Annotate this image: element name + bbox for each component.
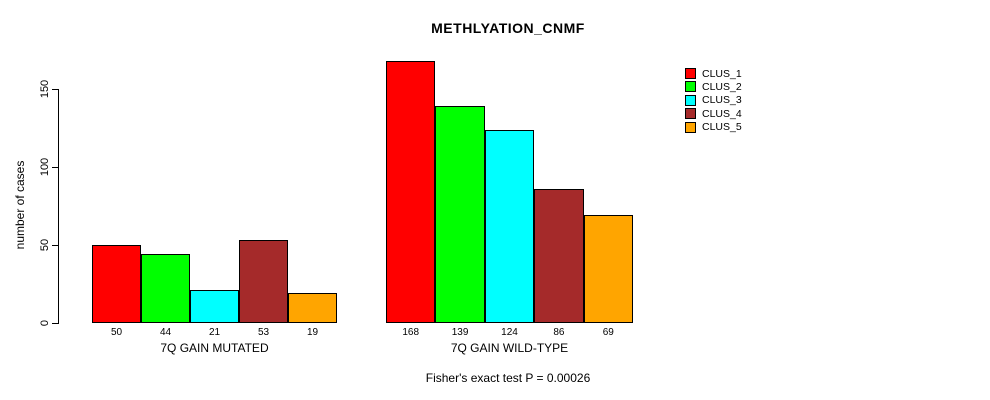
legend-swatch-clus_4 <box>685 108 696 120</box>
bar-clus_4-group2 <box>534 188 584 323</box>
bar-value-clus_3-group2: 124 <box>501 327 518 338</box>
bar-value-clus_1-group1: 50 <box>110 327 123 338</box>
bar-clus_2-group2 <box>435 106 485 323</box>
y-tick-label-50: 50 <box>39 238 51 252</box>
bar-clus_5-group1 <box>288 293 337 323</box>
legend-label-clus_1: CLUS_1 <box>702 67 742 80</box>
legend-label-clus_2: CLUS_2 <box>702 80 742 93</box>
bar-value-clus_3-group1: 21 <box>208 327 221 338</box>
legend-label-clus_5: CLUS_5 <box>702 121 742 134</box>
y-tick-mark-100 <box>52 167 58 168</box>
bar-value-clus_5-group2: 69 <box>602 327 614 338</box>
bar-clus_4-group1 <box>239 240 288 323</box>
x-group-label-wild-type: 7Q GAIN WILD-TYPE <box>450 341 569 355</box>
y-tick-label-150: 150 <box>39 79 51 99</box>
bar-clus_5-group2 <box>583 215 633 323</box>
bar-value-clus_2-group1: 44 <box>159 327 172 338</box>
legend-swatch-clus_1 <box>685 68 696 79</box>
y-tick-mark-0 <box>52 323 58 324</box>
bar-value-clus_5-group1: 19 <box>306 327 319 338</box>
bar-value-clus_1-group2: 168 <box>402 327 420 338</box>
legend-swatch-clus_2 <box>685 81 696 93</box>
y-tick-mark-50 <box>52 245 58 246</box>
y-tick-label-0: 0 <box>39 319 51 327</box>
y-tick-mark-150 <box>52 89 58 90</box>
y-axis-label: number of cases <box>13 160 27 250</box>
x-group-label-mutated: 7Q GAIN MUTATED <box>160 341 269 355</box>
bar-value-clus_4-group1: 53 <box>257 327 270 338</box>
bar-clus_2-group1 <box>141 254 190 323</box>
y-axis-line <box>58 89 59 324</box>
bar-clus_1-group2 <box>386 60 436 323</box>
legend-label-clus_3: CLUS_3 <box>702 94 742 107</box>
chart-title: METHLYATION_CNMF <box>431 20 585 36</box>
legend-swatch-clus_5 <box>685 121 696 133</box>
bar-clus_3-group1 <box>190 290 239 323</box>
bar-clus_3-group2 <box>484 129 535 323</box>
legend-swatch-clus_3 <box>685 94 696 106</box>
bar-value-clus_2-group2: 139 <box>451 327 469 338</box>
y-tick-label-100: 100 <box>39 157 51 177</box>
bar-value-clus_4-group2: 86 <box>553 327 565 338</box>
bar-clus_1-group1 <box>92 245 141 323</box>
legend-label-clus_4: CLUS_4 <box>702 107 742 120</box>
fisher-test-annotation: Fisher's exact test P = 0.00026 <box>425 371 591 385</box>
